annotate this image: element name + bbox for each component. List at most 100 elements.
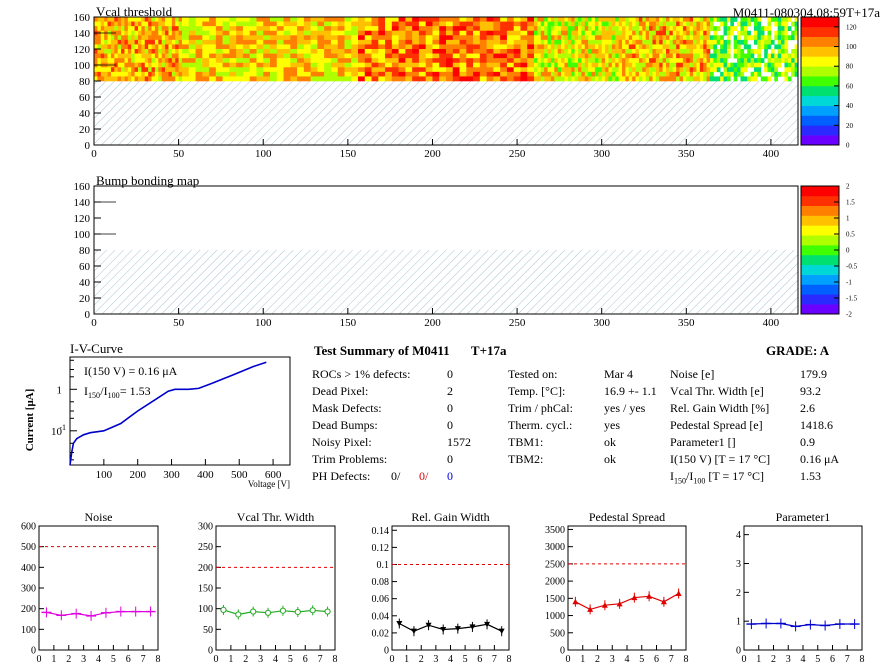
- map-x-tick-label: 300: [593, 317, 610, 329]
- map-cell: [740, 39, 745, 45]
- colorbar-cell: [801, 215, 839, 226]
- map-cell: [649, 30, 653, 36]
- map-cell: [686, 67, 690, 73]
- iv-y-tick-label: 10: [51, 426, 63, 438]
- colorbar-tick-label: 2: [846, 183, 850, 191]
- map-cell: [473, 49, 481, 54]
- map-cell: [767, 58, 772, 64]
- map-cell: [598, 21, 602, 27]
- map-cell: [659, 44, 663, 50]
- map-cell: [794, 21, 799, 27]
- map-cell: [564, 17, 569, 22]
- map-cell: [270, 67, 278, 73]
- map-cell: [544, 44, 548, 50]
- map-cell: [337, 71, 345, 77]
- map-cell: [737, 53, 741, 59]
- map-cell: [672, 58, 677, 64]
- map-cell: [706, 62, 711, 68]
- summary-value: 0: [447, 452, 453, 466]
- map-cell: [794, 44, 799, 50]
- small-plot-point: [616, 600, 623, 607]
- map-cell: [138, 49, 142, 54]
- map-cell: [412, 26, 420, 32]
- small-plot-y-tick-label: 3500: [545, 525, 565, 536]
- map-cell: [479, 44, 487, 50]
- map-cell: [601, 76, 606, 82]
- map-cell: [229, 62, 237, 68]
- map-cell: [202, 67, 210, 73]
- map-cell: [713, 44, 718, 50]
- map-cell: [540, 44, 545, 50]
- map-cell: [642, 30, 646, 36]
- small-plot-x-tick-label: 4: [801, 654, 806, 665]
- summary-value: yes / yes: [604, 401, 646, 415]
- map-cell: [215, 62, 223, 68]
- map-cell: [777, 17, 782, 22]
- map-cell: [733, 17, 738, 22]
- map-cell: [554, 49, 558, 54]
- map-cell: [466, 17, 474, 22]
- map-cell: [138, 39, 142, 45]
- map-cell: [679, 53, 684, 59]
- map-cell: [385, 53, 393, 59]
- map-cell: [486, 30, 494, 36]
- map-cell: [385, 49, 393, 54]
- map-cell: [151, 67, 156, 73]
- map-cell: [182, 17, 190, 22]
- map-cell: [364, 35, 372, 41]
- map-cell: [486, 21, 494, 27]
- colorbar-tick-label: 0.5: [846, 231, 855, 239]
- map-cell: [547, 30, 552, 36]
- map-cell: [486, 49, 494, 54]
- map-cell: [141, 21, 146, 27]
- map-cell: [317, 21, 325, 27]
- map-cell: [378, 44, 386, 50]
- map-cell: [693, 26, 697, 32]
- map-cell: [655, 71, 660, 77]
- map-cell: [632, 30, 636, 36]
- summary-value: 93.2: [800, 384, 821, 398]
- colorbar-cell: [801, 254, 839, 266]
- map-cell: [737, 30, 741, 36]
- map-cell: [317, 53, 325, 59]
- map-cell: [622, 17, 626, 22]
- map-cell: [547, 49, 552, 54]
- map-cell: [608, 67, 613, 73]
- map-cell: [537, 53, 542, 59]
- map-cell: [242, 35, 250, 41]
- map-cell: [750, 17, 755, 22]
- map-cell: [618, 58, 623, 64]
- map-cell: [121, 44, 125, 50]
- map-cell: [459, 44, 467, 50]
- map-cell: [608, 49, 613, 54]
- map-cell: [699, 58, 704, 64]
- map-cell: [649, 67, 653, 73]
- map-cell: [182, 53, 190, 59]
- map-cell: [344, 44, 352, 50]
- map-cell: [682, 53, 687, 59]
- map-cell: [723, 49, 728, 54]
- map-cell: [446, 62, 454, 68]
- map-cell: [601, 67, 606, 73]
- map-cell: [601, 39, 606, 45]
- map-cell: [276, 39, 284, 45]
- small-plot-y-tick-label: 0.02: [372, 628, 390, 639]
- map-cell: [290, 53, 298, 59]
- map-cell: [188, 71, 196, 77]
- map-cell: [720, 76, 724, 82]
- map-cell: [161, 44, 166, 50]
- map-cell: [567, 53, 572, 59]
- map-cell: [202, 53, 210, 59]
- map-cell: [642, 26, 646, 32]
- map-cell: [706, 76, 711, 82]
- map-cell: [544, 62, 548, 68]
- map-cell: [608, 76, 613, 82]
- map-cell: [527, 71, 535, 77]
- map-cell: [479, 71, 487, 77]
- map-cell: [544, 49, 548, 54]
- map-cell: [740, 76, 745, 82]
- map-cell: [148, 35, 152, 41]
- map-cell: [655, 49, 660, 54]
- map-cell: [710, 26, 714, 32]
- map-cell: [178, 71, 183, 77]
